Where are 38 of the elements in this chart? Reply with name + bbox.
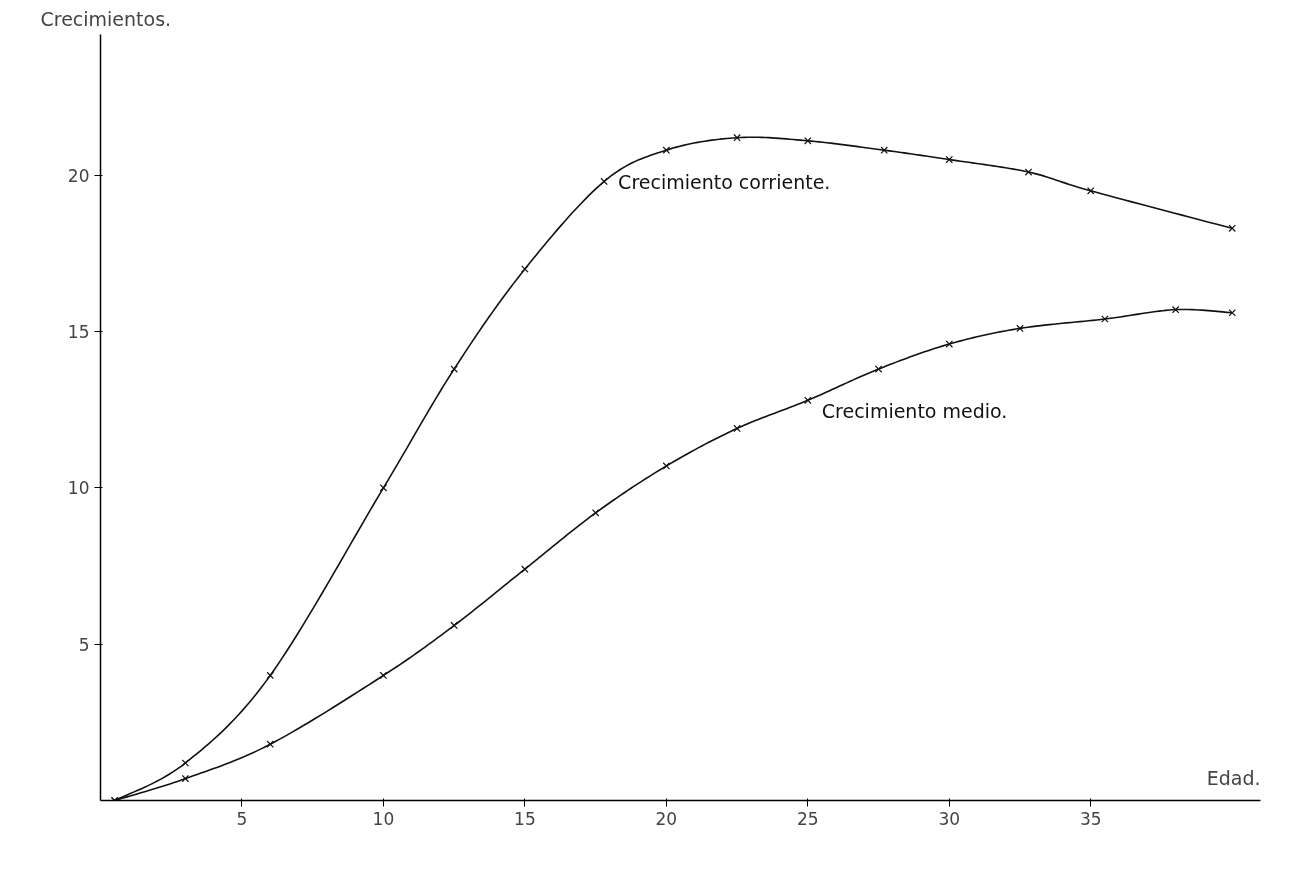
y-tick-label: 10 (67, 478, 90, 499)
point (662, 146, 671, 154)
x-tick-label: 5 (236, 808, 248, 829)
point (379, 484, 388, 492)
point (521, 265, 529, 273)
x-axis-title: Edad. (1206, 766, 1261, 789)
x-tick-label: 35 (1079, 808, 1102, 829)
point (1024, 168, 1033, 176)
y-axis-title: Crecimientos. (40, 7, 172, 30)
point (450, 621, 458, 630)
point (733, 424, 741, 433)
point (662, 462, 671, 470)
point (1171, 305, 1180, 314)
point (874, 365, 883, 373)
y-tick-label: 15 (67, 322, 90, 343)
point (600, 177, 608, 186)
x-tick-label: 15 (514, 808, 536, 829)
series-label: Crecimiento corriente. (618, 171, 831, 194)
point (804, 396, 812, 405)
x-tick-label: 25 (797, 808, 819, 829)
point (181, 759, 190, 767)
x-tick-label: 30 (938, 808, 961, 829)
point (945, 340, 954, 348)
point (1101, 315, 1109, 323)
point (1228, 224, 1236, 233)
point (945, 155, 954, 164)
point (1228, 308, 1236, 317)
series-label: Crecimiento medio. (821, 400, 1008, 423)
x-tick-label: 20 (655, 808, 678, 829)
point (733, 133, 741, 142)
point (1086, 187, 1095, 195)
point (266, 671, 275, 680)
y-tick-label: 20 (67, 165, 90, 186)
point (591, 509, 600, 517)
x-tick-label: 10 (372, 808, 395, 829)
y-tick-label: 5 (78, 634, 90, 655)
point (1016, 324, 1024, 333)
point (450, 365, 458, 373)
